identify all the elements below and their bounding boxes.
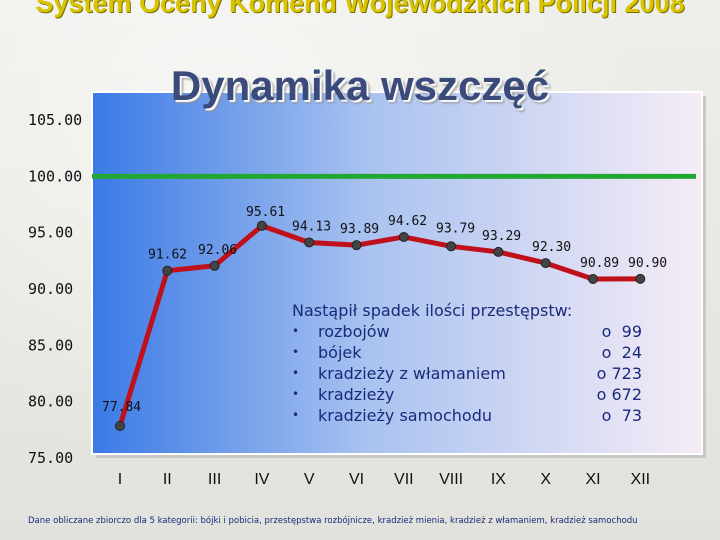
data-label: 94.62 [388,214,427,229]
data-label: 93.89 [340,222,379,237]
annotation-item: • rozbojów o 99 [292,321,642,342]
annotation-item-label: kradzieży samochodu [318,406,492,425]
data-point [115,421,125,432]
data-point [635,273,646,284]
y-tick-label: 100.00 [28,167,82,185]
bullet-icon: • [292,324,300,338]
x-tick-label: VIII [439,471,463,488]
annotation-item-value: o 672 [596,385,642,404]
y-tick-label: 80.00 [28,393,73,411]
data-label: 95.61 [246,205,285,220]
data-label: 93.29 [482,229,521,244]
y-tick-label: 90.00 [28,280,73,298]
annotation-item: • kradzieży o 672 [292,384,642,405]
plot-area [91,91,703,455]
x-tick-label: V [304,471,315,488]
slide-top-title: System Oceny Komend Wojewódzkich Policji… [35,0,685,18]
annotation-item-value: o 24 [601,343,642,362]
data-label: 90.89 [580,256,619,271]
y-tick-label: 75.00 [28,449,73,467]
data-point [446,241,457,252]
data-point [493,246,504,257]
data-label: 92.06 [198,243,237,258]
data-label: 91.62 [148,248,187,263]
annotation-item-label: kradzieży z włamaniem [318,364,506,383]
data-label: 92.30 [532,240,571,255]
data-point [256,220,267,231]
x-tick-label: VI [349,471,364,488]
y-tick-label: 85.00 [28,336,73,354]
x-tick-label: I [118,471,122,488]
bullet-icon: • [292,387,300,401]
data-point [162,265,173,276]
footnote: Dane obliczane zbiorczo dla 5 kategorii:… [28,516,638,526]
annotation-item-value: o 723 [596,364,642,383]
annotation-heading: Nastąpił spadek ilości przestępstw: [292,301,573,320]
y-tick-label: 95.00 [28,224,73,242]
annotation-item: • kradzieży z włamaniem o 723 [292,363,642,384]
data-point [588,273,598,284]
annotation-item-value: o 99 [601,322,642,341]
x-tick-label: IV [254,471,269,488]
y-tick-label: 105.00 [28,111,82,129]
data-point [351,240,362,251]
x-tick-label: VII [394,471,414,488]
x-tick-label: II [163,471,172,488]
annotation-box: Nastąpił spadek ilości przestępstw: • roz… [292,300,642,426]
annotation-item-label: kradzieży [318,385,395,404]
data-label: 94.13 [292,219,331,234]
x-tick-label: X [540,471,551,488]
bullet-icon: • [292,366,300,380]
x-tick-label: III [208,471,221,488]
annotation-item: • bójek o 24 [292,342,642,363]
data-point [540,258,551,269]
series-line [117,223,641,427]
bullet-icon: • [292,345,300,359]
data-point [398,231,409,242]
data-label: 90.90 [628,256,667,271]
bullet-icon: • [292,408,300,422]
x-tick-label: XI [585,471,600,488]
annotation-item-label: bójek [318,343,362,362]
x-tick-label: XII [631,471,651,488]
data-point [209,260,220,271]
annotation-item-value: o 73 [601,406,642,425]
data-label: 93.79 [436,221,475,236]
annotation-item: • kradzieży samochodu o 73 [292,405,642,426]
data-label: 77.84 [102,400,141,415]
x-tick-label: IX [491,471,506,488]
chart-title: Dynamika wszczęć [170,62,550,109]
data-point [304,237,315,248]
annotation-item-label: rozbojów [318,322,390,341]
